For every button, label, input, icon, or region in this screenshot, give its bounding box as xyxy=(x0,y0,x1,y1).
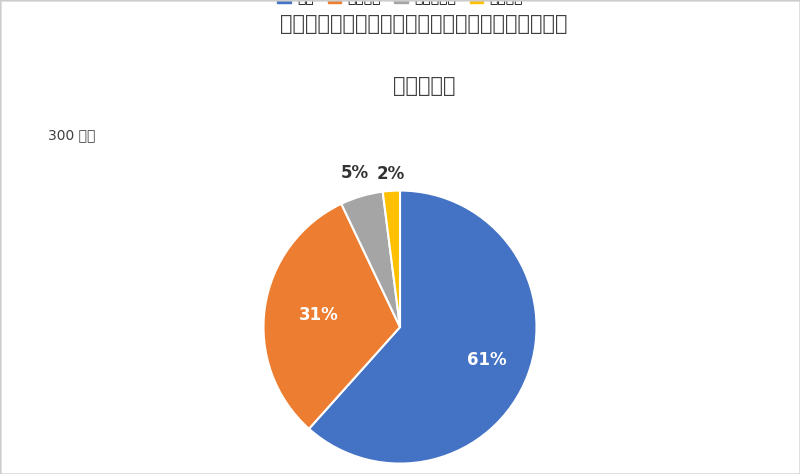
Text: 61%: 61% xyxy=(467,351,506,369)
Wedge shape xyxy=(263,204,400,429)
Wedge shape xyxy=(342,191,400,327)
Text: 31%: 31% xyxy=(299,306,339,324)
Text: 5%: 5% xyxy=(341,164,369,182)
Text: 2%: 2% xyxy=(376,165,405,183)
Text: いますか？: いますか？ xyxy=(393,76,455,96)
Wedge shape xyxy=(309,191,537,464)
Text: 300 回答: 300 回答 xyxy=(48,128,95,142)
Legend: 賛成, やや賛成, わからない, やや反対: 賛成, やや賛成, わからない, やや反対 xyxy=(272,0,528,11)
Text: 「生理休暇」を学校に導入することについてどう思: 「生理休暇」を学校に導入することについてどう思 xyxy=(280,14,568,34)
Wedge shape xyxy=(382,191,400,327)
